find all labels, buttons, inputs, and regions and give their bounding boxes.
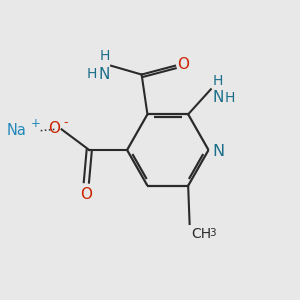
Text: O: O <box>80 187 92 202</box>
Text: +: + <box>31 117 41 130</box>
Text: H: H <box>99 49 110 63</box>
Text: O: O <box>48 121 60 136</box>
Text: N: N <box>212 144 224 159</box>
Text: N: N <box>212 90 224 105</box>
Text: H: H <box>87 67 97 81</box>
Text: Na: Na <box>7 123 27 138</box>
Text: N: N <box>98 67 110 82</box>
Text: H: H <box>225 91 235 105</box>
Text: O: O <box>177 57 189 72</box>
Text: CH: CH <box>191 227 211 241</box>
Text: H: H <box>212 74 223 88</box>
Text: 3: 3 <box>209 228 216 239</box>
Text: -: - <box>63 116 68 129</box>
